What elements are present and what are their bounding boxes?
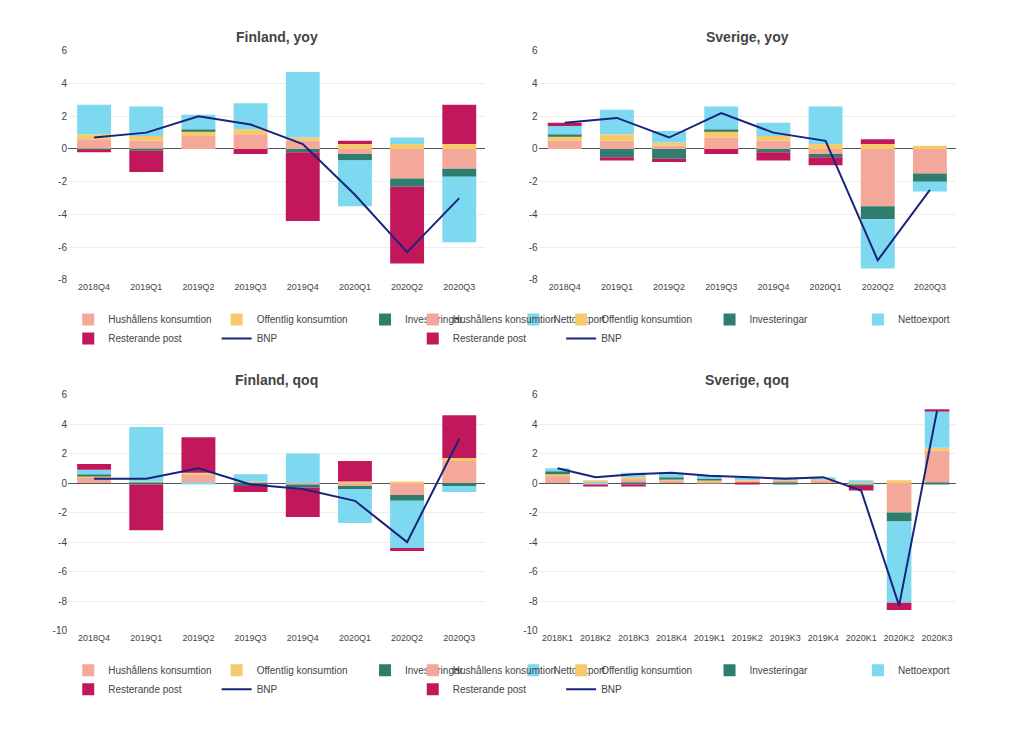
svg-text:6: 6 bbox=[532, 389, 538, 400]
svg-text:Finland, yoy: Finland, yoy bbox=[236, 29, 318, 45]
svg-text:2019Q2: 2019Q2 bbox=[653, 282, 685, 292]
svg-text:6: 6 bbox=[61, 45, 67, 56]
svg-text:2019K2: 2019K2 bbox=[732, 633, 763, 643]
svg-text:0: 0 bbox=[532, 143, 538, 154]
svg-text:Offentlig konsumtion: Offentlig konsumtion bbox=[257, 314, 348, 325]
svg-text:-6: -6 bbox=[58, 242, 67, 253]
svg-text:BNP: BNP bbox=[257, 333, 278, 344]
svg-text:2: 2 bbox=[61, 111, 67, 122]
svg-text:2020Q3: 2020Q3 bbox=[443, 282, 475, 292]
svg-text:2020Q1: 2020Q1 bbox=[339, 282, 371, 292]
svg-text:Resterande post: Resterande post bbox=[108, 684, 182, 695]
svg-text:2018K1: 2018K1 bbox=[542, 633, 573, 643]
svg-text:2020Q3: 2020Q3 bbox=[914, 282, 946, 292]
svg-text:-8: -8 bbox=[529, 274, 538, 285]
svg-text:2: 2 bbox=[61, 448, 67, 459]
svg-text:Investeringar: Investeringar bbox=[405, 665, 463, 677]
svg-text:-2: -2 bbox=[58, 507, 67, 518]
svg-text:Hushållens konsumtion: Hushållens konsumtion bbox=[108, 665, 211, 676]
svg-text:Hushållens konsumtion: Hushållens konsumtion bbox=[453, 665, 556, 676]
svg-text:BNP: BNP bbox=[257, 684, 278, 695]
svg-text:-8: -8 bbox=[58, 274, 67, 285]
svg-text:Nettoexport: Nettoexport bbox=[898, 314, 950, 325]
svg-text:Investeringar: Investeringar bbox=[750, 665, 808, 676]
svg-text:2: 2 bbox=[532, 111, 538, 122]
svg-text:2019Q3: 2019Q3 bbox=[705, 282, 737, 292]
svg-text:2019Q1: 2019Q1 bbox=[130, 282, 162, 292]
svg-text:-2: -2 bbox=[529, 507, 538, 518]
svg-text:-8: -8 bbox=[58, 596, 67, 607]
svg-text:2019Q4: 2019Q4 bbox=[287, 633, 319, 643]
svg-text:4: 4 bbox=[532, 78, 538, 89]
svg-text:2019Q4: 2019Q4 bbox=[757, 282, 789, 292]
svg-text:-4: -4 bbox=[529, 537, 538, 548]
svg-text:Offentlig konsumtion: Offentlig konsumtion bbox=[601, 665, 692, 676]
svg-text:2019K4: 2019K4 bbox=[808, 633, 839, 643]
svg-text:4: 4 bbox=[61, 419, 67, 430]
svg-text:2020Q2: 2020Q2 bbox=[862, 282, 894, 292]
svg-text:Nettoexport: Nettoexport bbox=[898, 665, 950, 676]
svg-text:-4: -4 bbox=[58, 537, 67, 548]
svg-text:2018K2: 2018K2 bbox=[580, 633, 611, 643]
svg-text:2019Q1: 2019Q1 bbox=[601, 282, 633, 292]
svg-text:0: 0 bbox=[61, 143, 67, 154]
svg-text:-6: -6 bbox=[58, 566, 67, 577]
svg-text:-4: -4 bbox=[529, 209, 538, 220]
svg-text:2018Q4: 2018Q4 bbox=[549, 282, 581, 292]
svg-text:2020K2: 2020K2 bbox=[884, 633, 915, 643]
svg-text:2019Q2: 2019Q2 bbox=[182, 282, 214, 292]
svg-text:Investeringar: Investeringar bbox=[405, 314, 463, 326]
svg-text:BNP: BNP bbox=[601, 684, 622, 695]
svg-text:Resterande post: Resterande post bbox=[453, 684, 527, 695]
svg-text:Nettoexport: Nettoexport bbox=[553, 314, 605, 325]
svg-text:2019Q2: 2019Q2 bbox=[182, 633, 214, 643]
svg-text:2019Q1: 2019Q1 bbox=[130, 633, 162, 643]
svg-text:2019Q3: 2019Q3 bbox=[235, 633, 267, 643]
svg-text:2018K3: 2018K3 bbox=[618, 633, 649, 643]
svg-text:2020Q1: 2020Q1 bbox=[810, 282, 842, 292]
svg-text:2020Q2: 2020Q2 bbox=[391, 282, 423, 292]
svg-text:2019Q3: 2019Q3 bbox=[235, 282, 267, 292]
svg-text:-10: -10 bbox=[523, 625, 538, 636]
svg-text:-2: -2 bbox=[529, 176, 538, 187]
svg-text:0: 0 bbox=[61, 478, 67, 489]
svg-text:Hushållens konsumtion: Hushållens konsumtion bbox=[453, 314, 556, 325]
svg-text:6: 6 bbox=[532, 45, 538, 56]
svg-text:-6: -6 bbox=[529, 566, 538, 577]
svg-text:2019Q4: 2019Q4 bbox=[287, 282, 319, 292]
svg-text:Nettoexport: Nettoexport bbox=[553, 665, 605, 676]
svg-text:Sverige, yoy: Sverige, yoy bbox=[706, 29, 789, 45]
svg-text:-6: -6 bbox=[529, 242, 538, 253]
svg-text:-10: -10 bbox=[53, 625, 68, 636]
svg-text:Sverige, qoq: Sverige, qoq bbox=[705, 372, 789, 388]
svg-text:Hushållens konsumtion: Hushållens konsumtion bbox=[108, 314, 211, 325]
svg-text:Finland, qoq: Finland, qoq bbox=[235, 372, 318, 388]
svg-text:2019K3: 2019K3 bbox=[770, 633, 801, 643]
svg-text:6: 6 bbox=[61, 389, 67, 400]
svg-text:4: 4 bbox=[61, 78, 67, 89]
svg-text:2019K1: 2019K1 bbox=[694, 633, 725, 643]
svg-text:2020K3: 2020K3 bbox=[922, 633, 953, 643]
svg-text:2: 2 bbox=[532, 448, 538, 459]
svg-text:0: 0 bbox=[532, 478, 538, 489]
svg-text:Resterande post: Resterande post bbox=[108, 333, 182, 344]
svg-text:2020Q2: 2020Q2 bbox=[391, 633, 423, 643]
svg-text:Investeringar: Investeringar bbox=[750, 314, 808, 325]
svg-text:4: 4 bbox=[532, 419, 538, 430]
svg-text:Offentlig konsumtion: Offentlig konsumtion bbox=[257, 665, 348, 676]
svg-text:2020K1: 2020K1 bbox=[846, 633, 877, 643]
svg-text:2018Q4: 2018Q4 bbox=[78, 633, 110, 643]
svg-text:-8: -8 bbox=[529, 596, 538, 607]
svg-text:2018Q4: 2018Q4 bbox=[78, 282, 110, 292]
svg-text:-4: -4 bbox=[58, 209, 67, 220]
svg-text:2018K4: 2018K4 bbox=[656, 633, 687, 643]
svg-text:Offentlig konsumtion: Offentlig konsumtion bbox=[601, 314, 692, 325]
svg-text:BNP: BNP bbox=[601, 333, 622, 344]
svg-text:2020Q3: 2020Q3 bbox=[443, 633, 475, 643]
svg-text:-2: -2 bbox=[58, 176, 67, 187]
svg-text:2020Q1: 2020Q1 bbox=[339, 633, 371, 643]
svg-text:Resterande post: Resterande post bbox=[453, 333, 527, 344]
